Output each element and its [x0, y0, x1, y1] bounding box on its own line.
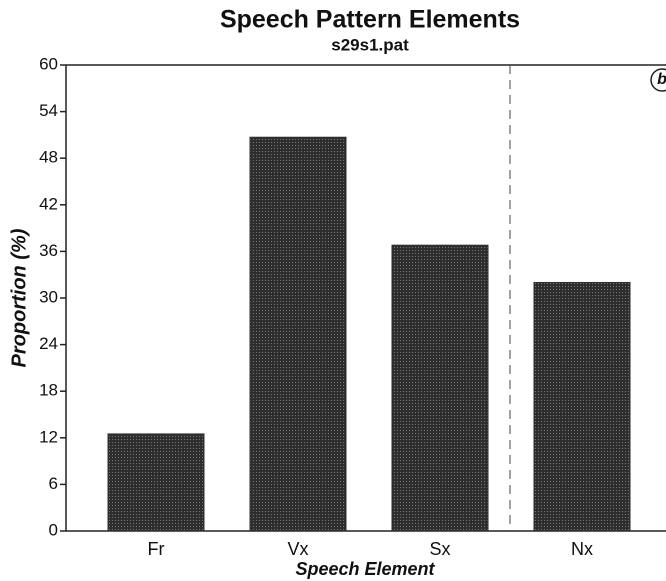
x-tick-label: Nx: [571, 539, 593, 559]
chart-subtitle: s29s1.pat: [331, 35, 409, 54]
y-tick-label: 48: [39, 148, 58, 167]
y-tick-label: 12: [39, 427, 58, 446]
y-axis-label: Proportion (%): [8, 228, 30, 367]
x-tick-label: Sx: [429, 539, 450, 559]
y-tick-label: 36: [39, 241, 58, 260]
y-tick-label: 30: [39, 287, 58, 306]
x-tick-label: Vx: [287, 539, 308, 559]
bar: [391, 244, 489, 532]
chart-title: Speech Pattern Elements: [220, 6, 520, 34]
y-tick-label: 0: [49, 520, 58, 539]
y-tick-label: 60: [39, 54, 58, 73]
y-tick-label: 24: [39, 334, 58, 353]
x-tick-label: Fr: [148, 539, 165, 559]
y-tick-label: 18: [39, 381, 58, 400]
y-tick-label: 6: [49, 474, 58, 493]
annotation: b: [657, 71, 666, 88]
y-tick-label: 54: [39, 101, 58, 120]
bar: [533, 281, 631, 532]
bar: [107, 433, 205, 532]
y-tick-label: 42: [39, 194, 58, 213]
x-axis-label: Speech Element: [295, 559, 435, 579]
bar: [249, 136, 347, 532]
annotation-circle: [650, 68, 666, 92]
